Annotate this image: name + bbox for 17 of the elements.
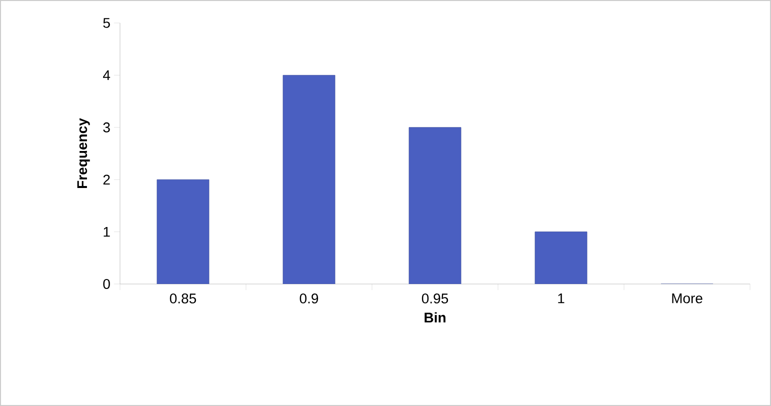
x-tick-label: 0.85: [170, 294, 196, 304]
x-tick-label: 0.9: [300, 294, 318, 304]
x-tick-label: 0.95: [422, 294, 448, 304]
bar: [282, 74, 336, 284]
y-tick-label: 3: [103, 122, 110, 132]
x-tick-label: More: [672, 294, 702, 304]
y-tick-label: 2: [103, 174, 110, 184]
x-tick-label: 1: [558, 294, 564, 304]
y-tick-label: 1: [104, 226, 110, 237]
y-tick-label: 0: [103, 279, 110, 289]
x-axis-title: Bin: [424, 312, 446, 322]
y-axis-title: Frequency: [77, 118, 90, 188]
bar: [408, 127, 462, 284]
y-tick-label: 4: [103, 70, 110, 80]
bar: [534, 232, 588, 284]
bar: [156, 179, 210, 284]
y-tick-label: 5: [103, 18, 110, 28]
